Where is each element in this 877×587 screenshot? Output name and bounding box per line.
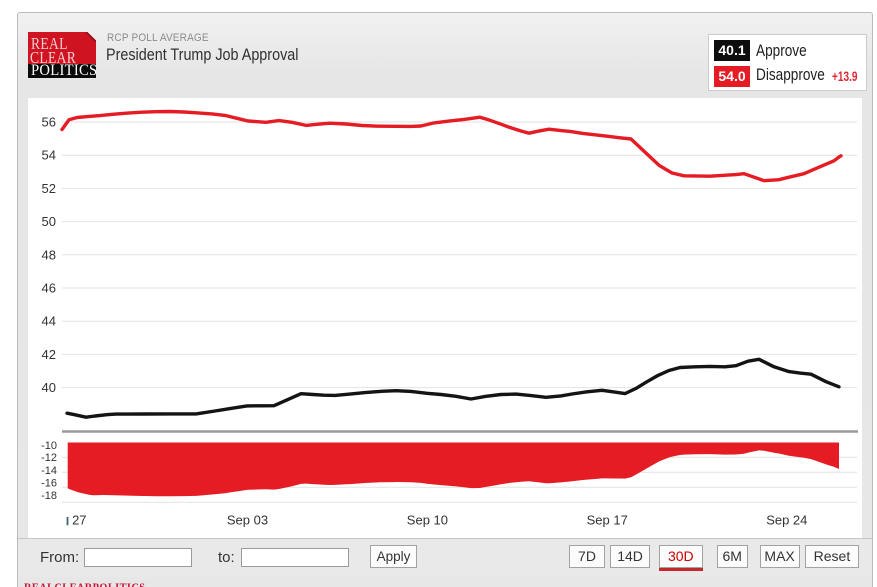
svg-text:Sep 10: Sep 10 <box>407 512 448 527</box>
svg-text:Sep 24: Sep 24 <box>766 512 807 527</box>
svg-text:-10: -10 <box>41 440 57 452</box>
svg-text:-16: -16 <box>41 478 57 490</box>
svg-text:56: 56 <box>42 115 56 130</box>
svg-text:40: 40 <box>42 380 56 395</box>
svg-text:54: 54 <box>42 148 56 163</box>
svg-text:-18: -18 <box>41 490 57 502</box>
svg-text:52: 52 <box>42 181 56 196</box>
svg-text:48: 48 <box>42 247 56 262</box>
svg-text:Sep 03: Sep 03 <box>227 512 268 527</box>
svg-text:42: 42 <box>42 347 56 362</box>
svg-text:-14: -14 <box>41 465 57 477</box>
svg-text:Sep 17: Sep 17 <box>587 512 628 527</box>
svg-text:-12: -12 <box>41 452 57 464</box>
svg-text:50: 50 <box>42 214 56 229</box>
svg-text:27: 27 <box>72 512 86 527</box>
svg-text:44: 44 <box>42 314 56 329</box>
svg-text:46: 46 <box>42 281 56 296</box>
